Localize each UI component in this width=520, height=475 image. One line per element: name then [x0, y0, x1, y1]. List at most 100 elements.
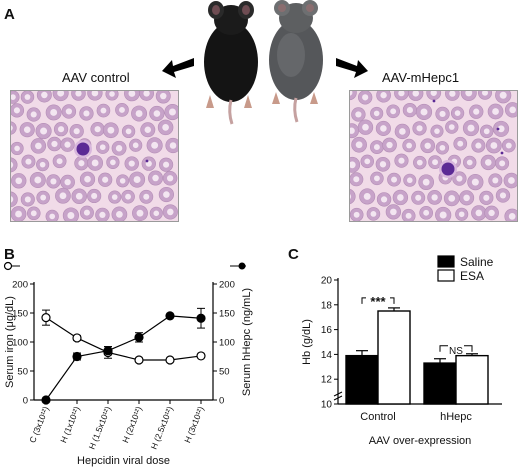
- bar-control-esa: [377, 310, 411, 405]
- panel-label-c: C: [288, 246, 299, 263]
- red-blood-cell-center: [430, 91, 437, 96]
- red-blood-cell-center: [379, 161, 387, 168]
- red-blood-cell-center: [133, 176, 141, 184]
- red-blood-cell-center: [398, 157, 405, 164]
- red-blood-cell-center: [471, 178, 479, 186]
- red-blood-cell-center: [59, 192, 67, 200]
- red-blood-cell-center: [64, 141, 71, 148]
- aav-mhepc1-label: AAV-mHepc1: [382, 70, 460, 85]
- red-blood-cell-center: [15, 177, 23, 185]
- red-blood-cell-center: [390, 108, 397, 115]
- red-blood-cell-center: [380, 196, 388, 203]
- red-blood-cell-center: [24, 94, 31, 100]
- red-blood-cell-center: [75, 91, 82, 97]
- red-blood-cell-center: [499, 91, 507, 99]
- red-blood-cell-center: [162, 124, 169, 131]
- red-blood-cell-center: [439, 211, 447, 219]
- red-blood-cell-center: [353, 211, 360, 218]
- red-blood-cell-center: [14, 145, 20, 152]
- left-y-tick-label: 200: [12, 280, 28, 291]
- red-blood-cell-center: [448, 124, 455, 130]
- red-blood-cell-center: [39, 161, 46, 168]
- red-blood-cell-center: [50, 178, 57, 185]
- red-blood-cell-center: [415, 194, 422, 201]
- red-blood-cell-center: [107, 126, 115, 134]
- red-blood-cell-center: [41, 91, 48, 99]
- red-blood-cell-center: [125, 128, 132, 135]
- red-blood-cell-center: [399, 128, 406, 135]
- red-blood-cell-center: [102, 176, 109, 183]
- red-blood-cell-center: [57, 91, 65, 97]
- red-blood-cell-center: [362, 94, 369, 101]
- red-blood-cell-center: [34, 176, 42, 184]
- red-blood-cell-center: [350, 193, 352, 199]
- red-blood-cell-center: [386, 141, 393, 149]
- red-blood-cell-center: [406, 107, 413, 114]
- red-blood-cell-center: [483, 128, 490, 135]
- right-y-tick-label: 150: [219, 309, 235, 320]
- red-blood-cell-center: [499, 192, 507, 199]
- grey-mouse: [269, 0, 323, 123]
- y-tick-label: 20: [321, 276, 333, 287]
- x-tick-label: Control: [360, 411, 395, 423]
- red-blood-cell-center: [128, 160, 135, 167]
- red-blood-cell-center: [49, 213, 56, 220]
- red-blood-cell-center: [466, 159, 473, 166]
- red-blood-cell-center: [490, 142, 498, 149]
- red-blood-cell-center: [94, 126, 101, 133]
- left-y-axis-label: Serum iron (μg/dL): [4, 296, 16, 388]
- x-tick-label: H (2.5x10¹²): [149, 405, 175, 451]
- red-blood-cell-center: [488, 209, 495, 217]
- significance-label-bg: [366, 292, 390, 305]
- red-blood-cell-center: [448, 194, 456, 202]
- red-blood-cell-center: [11, 94, 16, 100]
- x-tick-label: H (3x10¹²): [182, 405, 206, 444]
- red-blood-cell-center: [492, 108, 499, 115]
- red-blood-cell-center: [406, 177, 413, 184]
- red-blood-cell-center: [40, 127, 48, 135]
- red-blood-cell-center: [508, 213, 516, 220]
- red-blood-cell-center: [434, 128, 440, 134]
- red-blood-cell-center: [152, 174, 159, 182]
- data-point-open: [134, 355, 144, 365]
- red-blood-cell-center: [355, 111, 362, 118]
- data-point-filled: [134, 332, 144, 342]
- red-blood-cell-center: [143, 193, 150, 200]
- red-blood-cell-center: [153, 110, 161, 117]
- legend-swatch-saline: [437, 255, 455, 268]
- data-point-filled: [41, 395, 51, 405]
- red-blood-cell-center: [439, 110, 446, 118]
- red-blood-cell-center: [50, 109, 58, 116]
- red-blood-cell-center: [362, 123, 369, 131]
- red-blood-cell-center: [420, 108, 428, 116]
- red-blood-cell-center: [119, 106, 125, 113]
- axis-break-mark: [333, 395, 343, 401]
- red-blood-cell-center: [111, 194, 118, 200]
- red-blood-cell-center: [416, 159, 423, 166]
- red-blood-cell-center: [25, 158, 32, 165]
- mice-illustration: [204, 0, 323, 125]
- red-blood-cell-center: [99, 144, 106, 151]
- red-blood-cell-center: [40, 194, 47, 201]
- red-blood-cell-center: [75, 192, 83, 200]
- x-axis-label: Hepcidin viral dose: [77, 455, 170, 467]
- red-blood-cell-center: [57, 126, 65, 133]
- red-blood-cell-center: [492, 177, 499, 184]
- red-blood-cell-center: [13, 107, 21, 114]
- significance-label: NS: [449, 346, 463, 357]
- red-blood-cell-center: [119, 178, 126, 184]
- data-point-open: [41, 313, 51, 323]
- y-tick-label: 16: [321, 325, 333, 336]
- red-blood-cell-center: [110, 159, 116, 166]
- red-blood-cell-center: [373, 144, 380, 151]
- left-y-tick-label: 100: [12, 338, 28, 349]
- series-line-open: [45, 317, 202, 361]
- red-blood-cell-center: [373, 110, 380, 117]
- red-blood-cell-center: [65, 108, 72, 115]
- x-tick-label: H (2x10¹²): [120, 405, 144, 444]
- serum-iron-hepcidin-chart: 0 0 50 50 100 100 150 150 200 200 Serum iron (μg/d…: [3, 261, 253, 467]
- data-point-filled: [196, 313, 206, 323]
- white-blood-cell-nucleus: [76, 142, 90, 156]
- red-blood-cell-center: [168, 108, 176, 116]
